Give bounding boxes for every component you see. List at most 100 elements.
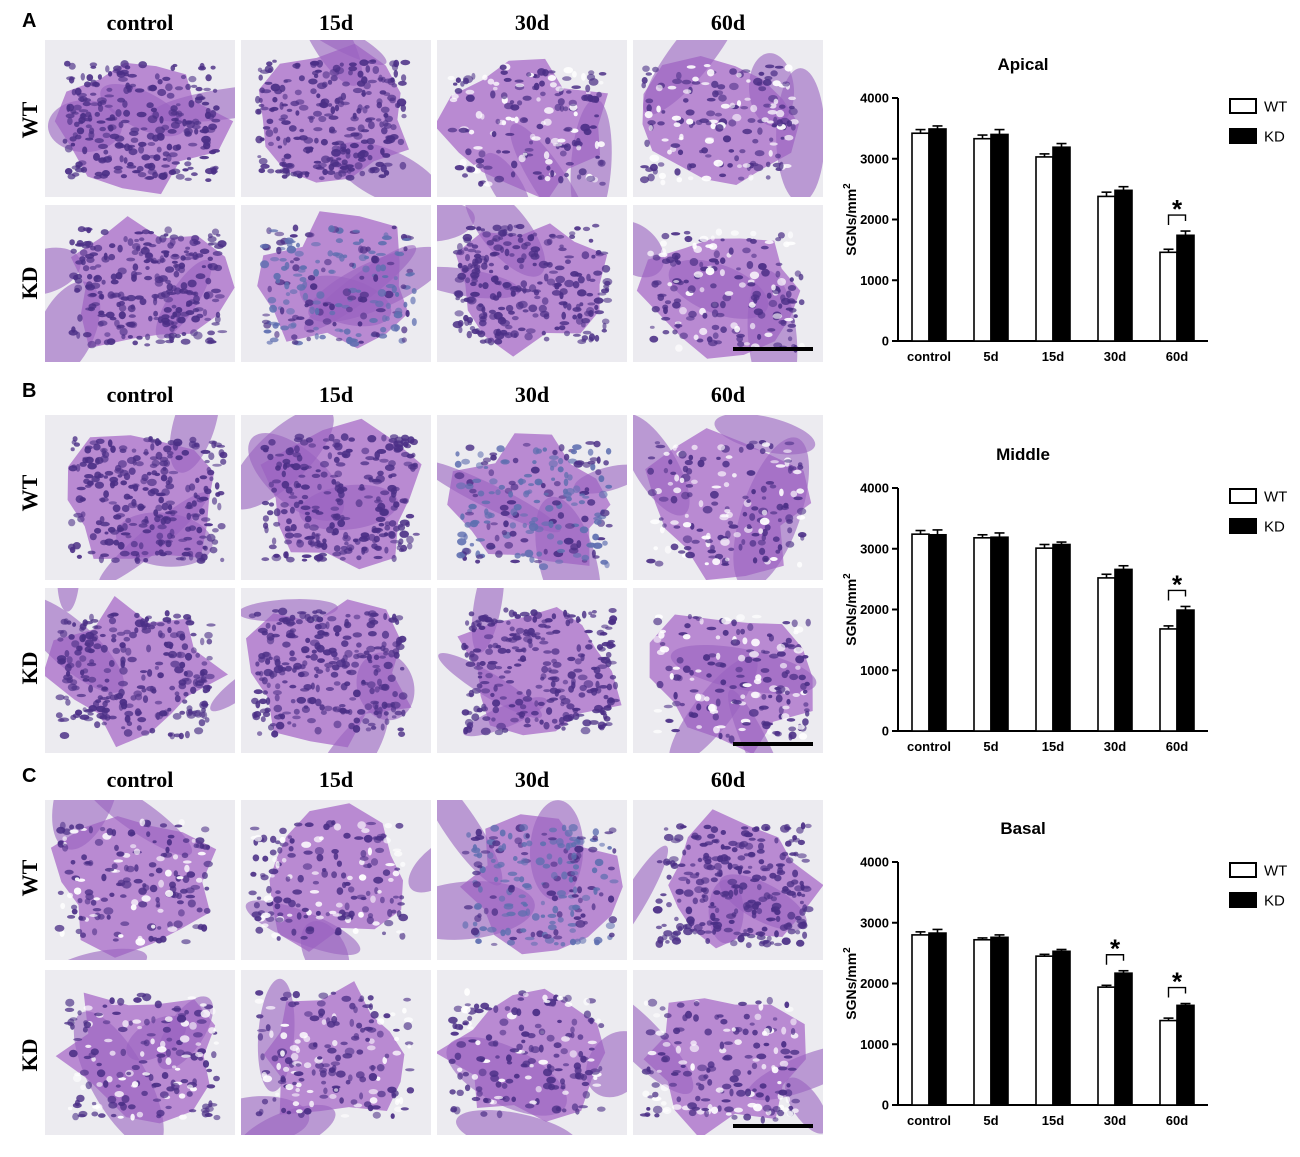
x-tick-label: 60d xyxy=(1166,1113,1188,1128)
micrograph xyxy=(633,970,823,1135)
x-tick-label: 60d xyxy=(1166,349,1188,364)
bar-wt xyxy=(1098,196,1115,341)
row-label: WT xyxy=(17,463,43,523)
column-header: 60d xyxy=(633,382,823,408)
micrograph xyxy=(241,415,431,580)
bar-kd xyxy=(1115,190,1132,341)
column-header: 15d xyxy=(241,382,431,408)
column-header: 15d xyxy=(241,10,431,36)
x-tick-label: 15d xyxy=(1042,739,1064,754)
micrograph xyxy=(633,800,823,960)
bar-wt xyxy=(1098,987,1115,1105)
legend-label: KD xyxy=(1264,519,1285,536)
column-header: 15d xyxy=(241,767,431,793)
bar-wt xyxy=(974,538,991,731)
y-tick-label: 3000 xyxy=(860,541,889,556)
significance-star: * xyxy=(1172,967,1183,997)
y-tick-label: 4000 xyxy=(860,855,889,870)
x-tick-label: 30d xyxy=(1104,1113,1126,1128)
bar-kd xyxy=(1053,544,1070,731)
micrograph xyxy=(241,970,431,1135)
row-label: KD xyxy=(17,253,43,313)
micrograph xyxy=(241,205,431,362)
micrograph xyxy=(437,40,627,197)
y-tick-label: 3000 xyxy=(860,151,889,166)
y-tick-label: 1000 xyxy=(860,663,889,678)
bar-kd xyxy=(929,129,946,341)
bar-kd xyxy=(991,537,1008,731)
significance-star: * xyxy=(1172,569,1183,599)
x-tick-label: 5d xyxy=(983,349,998,364)
y-tick-label: 1000 xyxy=(860,1037,889,1052)
bar-wt xyxy=(974,139,991,341)
bar-kd xyxy=(1115,569,1132,731)
scale-bar xyxy=(733,742,813,746)
micrograph xyxy=(633,588,823,753)
y-tick-label: 0 xyxy=(882,334,889,349)
bar-kd xyxy=(1177,235,1194,341)
micrograph xyxy=(437,970,627,1135)
legend-label: WT xyxy=(1264,863,1287,880)
micrograph xyxy=(45,415,235,580)
legend-label: KD xyxy=(1264,893,1285,910)
micrograph xyxy=(45,970,235,1135)
column-header: 60d xyxy=(633,767,823,793)
micrograph xyxy=(437,800,627,960)
bar-kd xyxy=(929,933,946,1105)
y-axis-label: SGNs/mm2 xyxy=(842,573,859,646)
column-header: 60d xyxy=(633,10,823,36)
bar-kd xyxy=(1053,951,1070,1105)
column-header: 30d xyxy=(437,10,627,36)
column-header: 30d xyxy=(437,382,627,408)
legend-swatch-wt xyxy=(1230,863,1256,877)
bar-kd xyxy=(1053,147,1070,341)
x-tick-label: 60d xyxy=(1166,739,1188,754)
legend-swatch-kd xyxy=(1230,129,1256,143)
bar-wt xyxy=(1036,956,1053,1105)
micrograph xyxy=(437,415,627,580)
x-tick-label: 15d xyxy=(1042,1113,1064,1128)
micrograph xyxy=(45,800,235,960)
y-axis-label: SGNs/mm2 xyxy=(842,183,859,256)
scale-bar xyxy=(733,1124,813,1128)
significance-star: * xyxy=(1110,934,1121,964)
micrograph xyxy=(241,40,431,197)
bar-wt xyxy=(974,940,991,1105)
bar-wt xyxy=(1160,252,1177,341)
x-tick-label: control xyxy=(907,349,951,364)
legend-swatch-wt xyxy=(1230,99,1256,113)
micrograph xyxy=(241,800,431,960)
micrograph xyxy=(437,205,627,362)
bar-wt xyxy=(1160,1021,1177,1105)
x-tick-label: 5d xyxy=(983,739,998,754)
bar-wt xyxy=(912,133,929,341)
bar-kd xyxy=(1115,973,1132,1105)
row-label: KD xyxy=(17,638,43,698)
y-tick-label: 2000 xyxy=(860,212,889,227)
column-header: control xyxy=(45,767,235,793)
chart-title: Middle xyxy=(996,445,1050,464)
legend-label: KD xyxy=(1264,129,1285,146)
micrograph xyxy=(633,205,823,362)
bar-wt xyxy=(912,534,929,731)
x-tick-label: control xyxy=(907,1113,951,1128)
column-header: control xyxy=(45,382,235,408)
column-header: 30d xyxy=(437,767,627,793)
micrograph xyxy=(633,415,823,580)
column-header: control xyxy=(45,10,235,36)
legend-swatch-kd xyxy=(1230,519,1256,533)
bar-wt xyxy=(1098,578,1115,731)
x-tick-label: 5d xyxy=(983,1113,998,1128)
y-tick-label: 1000 xyxy=(860,273,889,288)
panel-letter: B xyxy=(22,380,36,403)
legend-swatch-kd xyxy=(1230,893,1256,907)
x-tick-label: 30d xyxy=(1104,739,1126,754)
bar-wt xyxy=(1036,548,1053,731)
bar-wt xyxy=(1160,629,1177,731)
bar-kd xyxy=(991,937,1008,1105)
y-tick-label: 0 xyxy=(882,1098,889,1113)
